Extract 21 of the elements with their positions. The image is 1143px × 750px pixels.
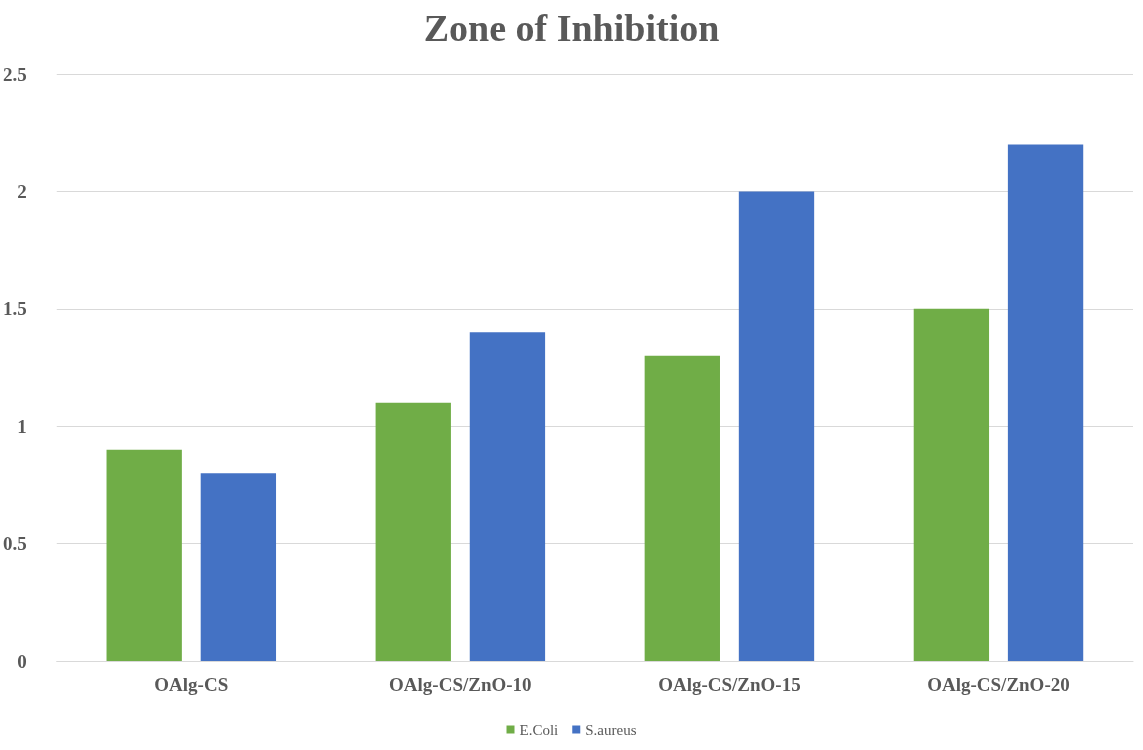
- bar: [200, 473, 277, 661]
- legend-label: E.Coli: [519, 721, 559, 738]
- bar: [469, 332, 546, 661]
- y-tick-label: 0: [17, 650, 27, 672]
- bar: [738, 191, 815, 661]
- y-tick-label: 2.5: [3, 63, 27, 85]
- chart-title: Zone of Inhibition: [423, 7, 720, 49]
- y-tick-label: 2: [17, 180, 27, 202]
- x-tick-label: OAlg-CS/ZnO-20: [927, 674, 1070, 695]
- x-tick-label: OAlg-CS/ZnO-15: [658, 674, 801, 695]
- bar: [375, 402, 451, 661]
- y-tick-label: 1: [17, 415, 27, 437]
- y-tick-label: 1.5: [3, 298, 27, 320]
- x-tick-label: OAlg-CS/ZnO-10: [389, 674, 532, 695]
- bar: [1007, 144, 1084, 661]
- bar: [106, 449, 182, 661]
- bar: [913, 308, 990, 661]
- bar: [644, 355, 720, 661]
- y-tick-label: 0.5: [3, 533, 27, 555]
- legend-label: S.aureus: [585, 721, 637, 738]
- x-tick-label: OAlg-CS: [154, 674, 229, 695]
